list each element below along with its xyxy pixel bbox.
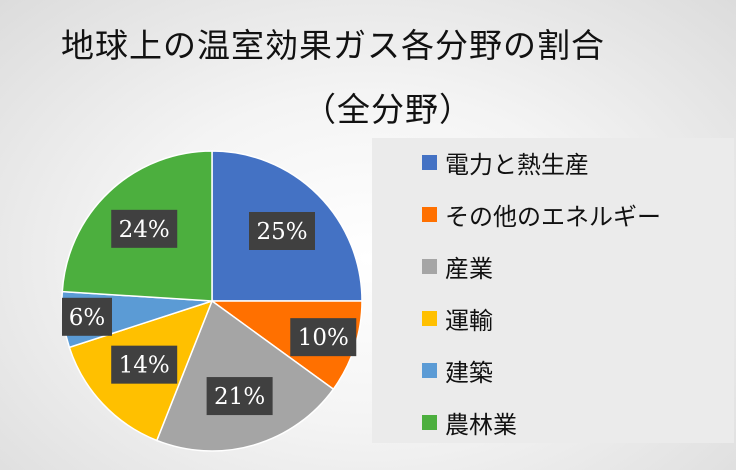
legend-label: 電力と熱生産 [445,150,589,179]
data-label-box [111,345,178,384]
chart-title-line2: （全分野） [303,90,473,129]
legend-swatch [422,154,437,170]
legend-label: 農林業 [445,410,517,439]
legend-swatch [422,414,437,430]
data-label-2: 10% [290,318,357,357]
legend-swatch [422,258,437,274]
data-label-box [206,377,273,416]
legend-label: その他のエネルギー [445,202,661,231]
data-label-box [249,211,316,250]
data-label-box [290,318,357,357]
chart-title-line1: 地球上の温室効果ガス各分野の割合 [61,26,605,65]
legend-item-5: 建築 [422,354,493,387]
legend-item-4: 運輸 [422,302,493,335]
data-label-text: 24% [119,217,170,243]
legend: 電力と熱生産その他のエネルギー 産業運輸建築農林業 [372,138,734,443]
data-label-text: 25% [256,219,307,245]
data-label-4: 14% [111,345,178,384]
data-label-box [61,297,112,336]
data-label-text: 10% [298,325,349,351]
data-label-6: 24% [111,209,178,248]
chart-title: 地球上の温室効果ガス各分野の割合 （全分野） [0,20,736,136]
data-label-text: 21% [214,384,265,410]
legend-label: 建築 [445,358,493,387]
data-label-text: 14% [119,353,170,379]
data-label-text: 6% [69,305,106,331]
legend-item-1: 電力と熱生産 [422,146,589,179]
legend-swatch [422,310,437,326]
pie-slice-3 [155,299,335,452]
data-label-1: 25% [249,211,316,250]
legend-item-6: 農林業 [422,406,517,439]
data-label-box [111,209,178,248]
legend-swatch [422,362,437,378]
data-label-3: 21% [206,377,273,416]
legend-label: 運輸 [445,306,493,335]
legend-label: 産業 [445,254,493,283]
legend-swatch [422,206,437,222]
data-label-5: 6% [61,297,112,336]
legend-item-3: 産業 [422,250,493,283]
legend-item-2: その他のエネルギー [422,198,661,231]
